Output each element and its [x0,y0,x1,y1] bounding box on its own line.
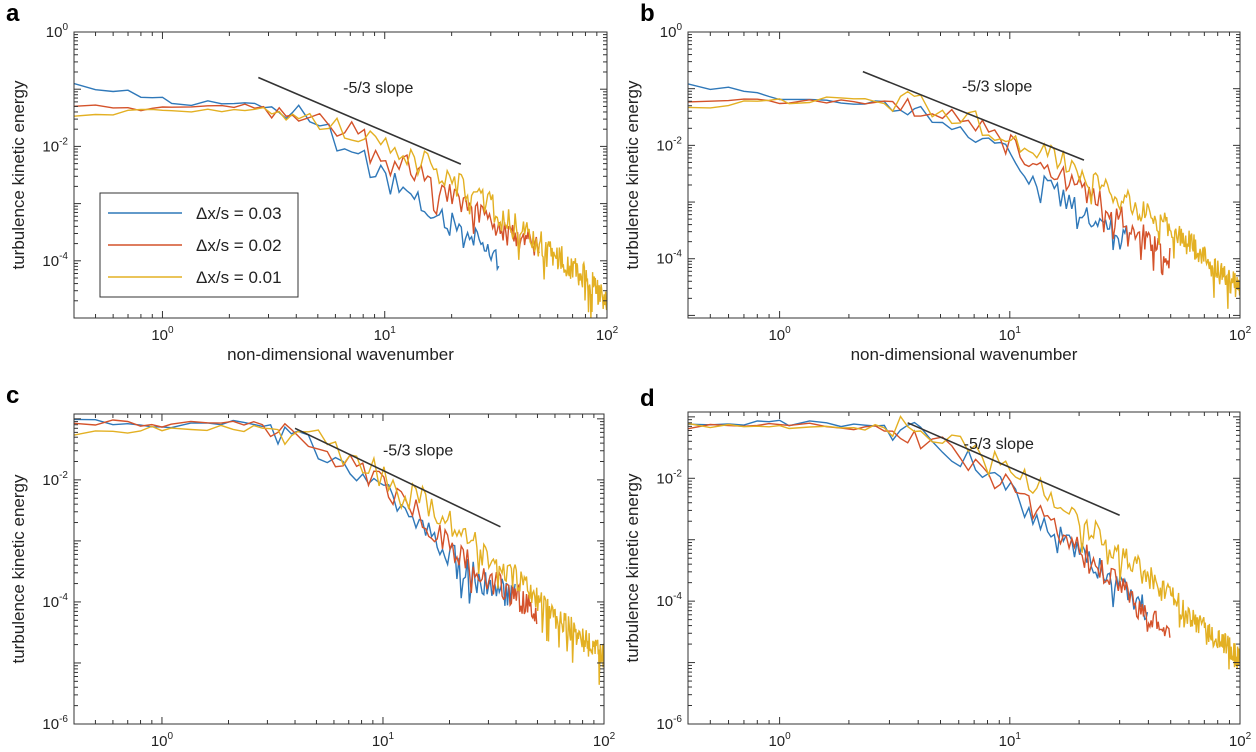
x-tick-label: 101 [999,731,1022,750]
panel-letter-a: a [6,0,20,27]
slope-annotation: -5/3 slope [962,78,1032,95]
x-tick-label: 100 [768,325,791,344]
y-axis-label: turbulence kinetic energy [9,474,28,664]
panel-letter-c: c [6,382,20,409]
legend-label: Δx/s = 0.01 [196,268,282,287]
y-tick-label: 10-6 [42,714,68,733]
x-axis-label: non-dimensional wavenumber [851,345,1078,364]
slope-reference-line [862,70,1085,161]
x-axis-label: non-dimensional wavenumber [227,345,454,364]
x-tick-label: 102 [596,325,619,344]
chart-panel-c: -5/3 slope10010110210-610-410-2non-dimen… [9,413,616,752]
x-tick-label: 100 [768,731,791,750]
axes-frame [73,413,605,725]
series-group [688,83,1240,309]
slope-reference-line [294,427,501,528]
x-tick-label: 101 [999,325,1022,344]
series-group [74,418,604,685]
y-tick-label: 10-4 [42,251,68,270]
legend-label: Δx/s = 0.02 [196,236,282,255]
slope-reference-line [258,76,462,165]
series-line-dx002 [74,419,538,625]
x-tick-label: 100 [151,325,174,344]
y-tick-label: 100 [660,22,683,41]
series-line-dx003 [688,83,1129,251]
series-group [74,82,607,318]
series-group [688,415,1240,670]
series-line-dx001 [688,90,1240,309]
series-line-dx003 [74,82,500,272]
series-line-dx001 [74,424,604,685]
x-tick-label: 100 [151,731,174,750]
x-tick-label: 102 [593,731,616,750]
axes-frame [687,31,1241,319]
x-tick-label: 102 [1229,325,1252,344]
y-axis-label: turbulence kinetic energy [9,80,28,270]
slope-annotation: -5/3 slope [343,80,413,97]
y-tick-label: 10-4 [656,591,682,610]
series-line-dx002 [688,97,1171,276]
y-tick-label: 10-2 [42,136,68,155]
axes-frame [73,31,608,319]
slope-reference-line [907,422,1120,517]
legend: Δx/s = 0.03 Δx/s = 0.02 Δx/s = 0.01 [99,192,299,298]
series-line-dx001 [688,415,1240,670]
series-line-dx002 [688,422,1171,638]
chart-panel-b: -5/3 slope 100 101 102 10-4 10-2 100 non-dimens… [623,22,1252,364]
y-axis-label: turbulence kinetic energy [623,80,642,270]
chart-panel-a: -5/3 slope 100 101 102 10-4 10-2 100 non-dimens… [9,22,619,364]
y-tick-label: 10-2 [42,470,68,489]
y-tick-label: 100 [46,22,69,41]
legend-label: Δx/s = 0.03 [196,204,282,223]
y-tick-label: 10-4 [656,249,682,268]
x-tick-label: 102 [1229,731,1252,750]
panel-letter-d: d [640,385,655,412]
panel-letter-b: b [640,0,655,27]
y-tick-label: 10-2 [656,135,682,154]
y-tick-label: 10-4 [42,592,68,611]
slope-annotation: -5/3 slope [383,443,453,460]
axes-frame [687,411,1241,725]
chart-panel-d: -5/3 slope10010110210-610-410-2non-dimen… [623,411,1252,752]
y-tick-label: 10-2 [656,468,682,487]
y-tick-label: 10-6 [656,714,682,733]
series-line-dx001 [74,106,607,318]
x-tick-label: 101 [372,731,395,750]
x-tick-label: 101 [374,325,397,344]
y-axis-label: turbulence kinetic energy [623,473,642,663]
slope-annotation: -5/3 slope [964,436,1034,453]
